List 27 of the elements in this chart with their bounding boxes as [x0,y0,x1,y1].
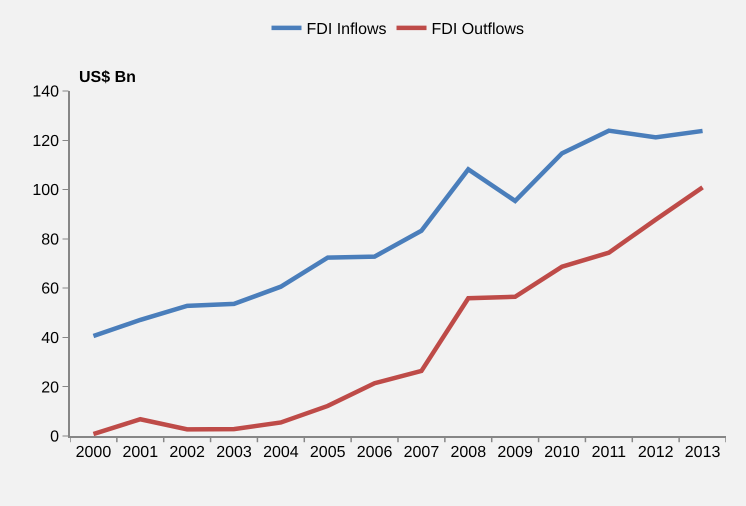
x-tick-label: 2010 [544,444,580,461]
x-tick-label: 2012 [638,444,674,461]
x-tick-label: 2002 [169,444,206,461]
x-tick-label: 2000 [76,444,112,461]
x-tick-label: 2005 [310,444,346,461]
y-tick-label: 80 [41,231,60,248]
x-tick-label: 2003 [216,444,252,461]
y-tick-label: 0 [50,428,60,446]
x-tick-label: 2004 [263,444,299,461]
y-tick-label: 40 [41,330,60,348]
y-tick-label: 100 [32,182,60,200]
line-series [91,128,705,338]
y-tick-label: 120 [32,132,60,150]
x-tick-label: 2007 [404,444,440,461]
legend-label: FDI Outflows [432,21,524,38]
y-axis-title: US$ Bn [79,69,136,86]
x-tick-label: 2008 [450,444,486,461]
line-series [91,185,705,436]
y-tick-label: 20 [41,379,60,396]
x-tick-label: 2001 [122,444,158,461]
legend-label: FDI Inflows [306,21,387,38]
x-tick-label: 2013 [684,444,720,461]
y-tick-label: 140 [32,84,60,101]
x-tick-label: 2006 [356,444,392,461]
x-tick-label: 2009 [497,444,534,461]
y-tick-label: 60 [41,280,60,298]
x-tick-label: 2011 [592,444,626,461]
